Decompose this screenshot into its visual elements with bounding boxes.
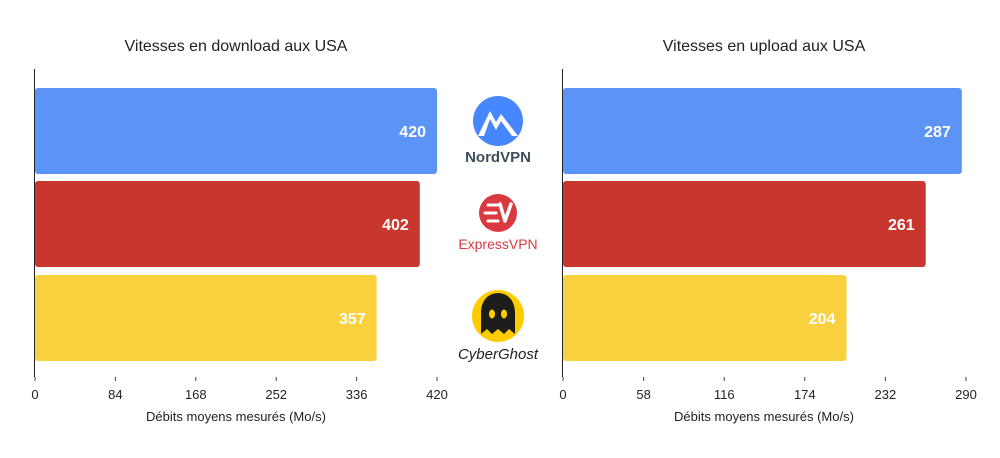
- download-x-axis-label: Débits moyens mesurés (Mo/s): [146, 409, 326, 424]
- nordvpn-wordmark: NordVPN: [465, 149, 531, 166]
- cyberghost-logo: CyberGhost: [458, 290, 539, 363]
- upload-value-label-expressvpn: 261: [888, 217, 915, 234]
- download-tick-label: 0: [31, 387, 38, 402]
- download-tick-label: 84: [108, 387, 122, 402]
- download-tick-label: 168: [185, 387, 207, 402]
- download-bar-cyberghost: [35, 275, 377, 361]
- download-chart: Vitesses en download aux USA 420 402 357 0…: [31, 38, 447, 424]
- expressvpn-wordmark: ExpressVPN: [458, 236, 537, 252]
- ev-badge-icon: [479, 194, 517, 232]
- download-value-label-expressvpn: 402: [382, 217, 409, 234]
- upload-value-label-cyberghost: 204: [809, 311, 836, 328]
- upload-tick-label: 232: [875, 387, 897, 402]
- download-tick-label: 420: [426, 387, 448, 402]
- cyberghost-wordmark: CyberGhost: [458, 346, 539, 363]
- upload-tick-label: 0: [559, 387, 566, 402]
- nordvpn-logo: NordVPN: [465, 96, 531, 166]
- upload-bar-expressvpn: [563, 181, 926, 267]
- ghost-icon: [472, 290, 524, 342]
- upload-tick-label: 290: [955, 387, 977, 402]
- upload-tick-label: 174: [794, 387, 816, 402]
- download-bar-nordvpn: [35, 88, 437, 174]
- download-tick-label: 336: [346, 387, 368, 402]
- upload-tick-label: 116: [714, 387, 735, 402]
- download-bar-expressvpn: [35, 181, 420, 267]
- upload-bar-nordvpn: [563, 88, 962, 174]
- upload-x-axis-label: Débits moyens mesurés (Mo/s): [674, 409, 854, 424]
- download-value-label-nordvpn: 420: [399, 124, 426, 141]
- download-tick-label: 252: [265, 387, 287, 402]
- upload-value-label-nordvpn: 287: [924, 124, 951, 141]
- upload-chart-title: Vitesses en upload aux USA: [663, 38, 866, 55]
- download-chart-title: Vitesses en download aux USA: [125, 38, 348, 55]
- mountain-icon: [473, 96, 523, 146]
- download-value-label-cyberghost: 357: [339, 311, 366, 328]
- upload-tick-label: 58: [636, 387, 650, 402]
- upload-bar-cyberghost: [563, 275, 847, 361]
- upload-chart: Vitesses en upload aux USA 287 261 204 0 58…: [559, 38, 976, 424]
- expressvpn-logo: ExpressVPN: [458, 194, 538, 252]
